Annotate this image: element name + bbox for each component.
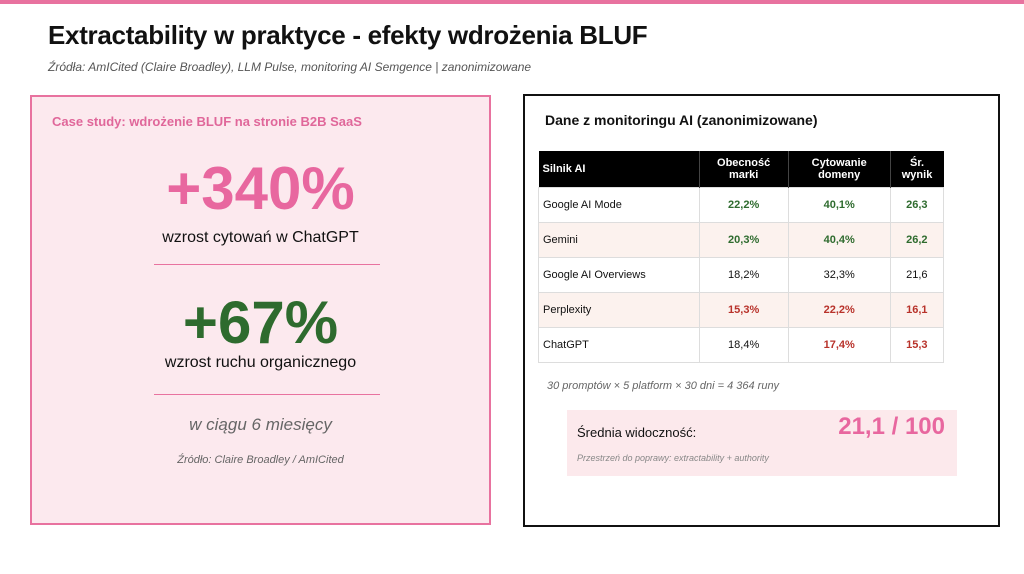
sample-formula: 30 promptów × 5 platform × 30 dni = 4 36…: [547, 380, 780, 392]
presence-value: 20,3%: [698, 222, 789, 258]
table-row: Perplexity 15,3% 22,2% 16,1: [538, 292, 945, 328]
column-header-presence: Obecność marki: [699, 151, 789, 188]
engine-name: Gemini: [538, 222, 700, 258]
citation-value: 17,4%: [787, 327, 891, 363]
traffic-growth-label: wzrost ruchu organicznego: [164, 354, 357, 371]
presence-value: 18,4%: [698, 327, 789, 363]
citation-value: 32,3%: [787, 257, 891, 293]
citations-growth-label: wzrost cytowań w ChatGPT: [162, 229, 359, 246]
citation-value: 22,2%: [787, 292, 891, 328]
score-value: 15,3: [889, 327, 945, 363]
case-study-title: Case study: wdrożenie BLUF na stronie B2…: [52, 114, 362, 129]
case-study-source: Źródło: Claire Broadley / AmICited: [177, 454, 344, 466]
improvement-note: Przestrzeń do poprawy: extractability + …: [577, 453, 769, 463]
score-value: 26,3: [889, 187, 945, 223]
table-header-row: Silnik AI Obecność marki Cytowanie domen…: [538, 151, 944, 188]
average-visibility-label: Średnia widoczność:: [577, 425, 697, 440]
score-value: 16,1: [889, 292, 945, 328]
page-subtitle: Źródła: AmICited (Claire Broadley), LLM …: [48, 60, 532, 74]
column-header-score: Śr. wynik: [890, 151, 944, 188]
time-period: w ciągu 6 miesięcy: [189, 415, 332, 434]
column-header-citation: Cytowanie domeny: [788, 151, 891, 188]
monitoring-card: Dane z monitoringu AI (zanonimizowane) S…: [523, 94, 1000, 527]
score-value: 26,2: [889, 222, 945, 258]
average-visibility-value: 21,1 / 100: [838, 413, 945, 440]
column-header-engine: Silnik AI: [538, 151, 700, 188]
engine-name: Perplexity: [538, 292, 700, 328]
engine-name: ChatGPT: [538, 327, 700, 363]
table-row: Google AI Overviews 18,2% 32,3% 21,6: [538, 257, 945, 293]
citation-value: 40,1%: [787, 187, 891, 223]
engine-name: Google AI Mode: [538, 187, 700, 223]
presence-value: 15,3%: [698, 292, 789, 328]
ai-engines-table: Silnik AI Obecność marki Cytowanie domen…: [538, 151, 945, 363]
divider: [154, 264, 380, 265]
presence-value: 18,2%: [698, 257, 789, 293]
case-study-card: Case study: wdrożenie BLUF na stronie B2…: [30, 95, 491, 525]
traffic-growth-value: +67%: [182, 289, 339, 356]
table-row: Google AI Mode 22,2% 40,1% 26,3: [538, 187, 945, 223]
monitoring-title: Dane z monitoringu AI (zanonimizowane): [545, 112, 818, 128]
table-row: ChatGPT 18,4% 17,4% 15,3: [538, 327, 945, 363]
presence-value: 22,2%: [698, 187, 789, 223]
average-visibility-box: Średnia widoczność: 21,1 / 100 Przestrze…: [567, 410, 957, 476]
score-value: 21,6: [889, 257, 945, 293]
page-title: Extractability w praktyce - efekty wdroż…: [48, 20, 648, 50]
engine-name: Google AI Overviews: [538, 257, 700, 293]
divider: [154, 394, 380, 395]
citation-value: 40,4%: [787, 222, 891, 258]
table-row: Gemini 20,3% 40,4% 26,2: [538, 222, 945, 258]
top-accent-bar: [0, 0, 1024, 4]
citations-growth-value: +340%: [166, 155, 355, 222]
